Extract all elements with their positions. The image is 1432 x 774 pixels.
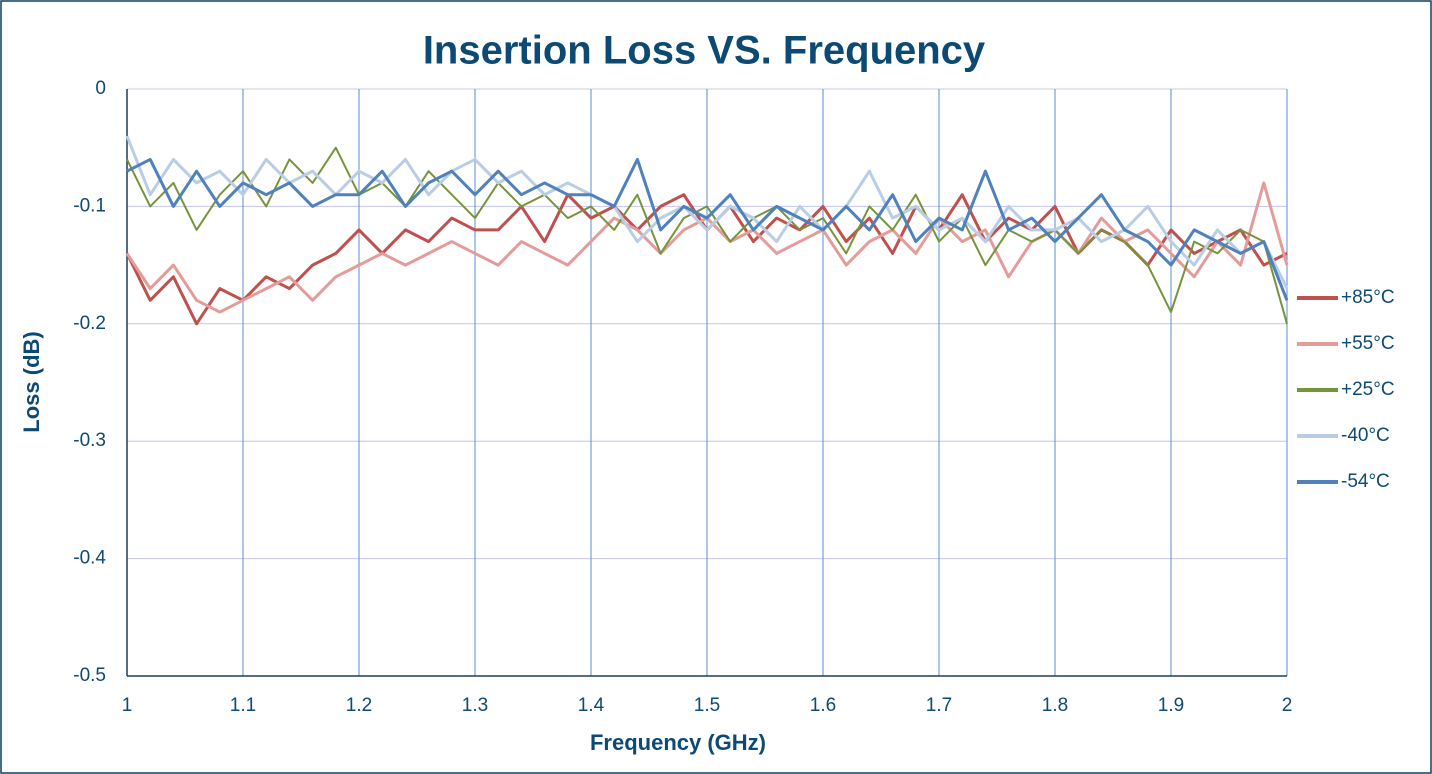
series-line bbox=[126, 157, 1289, 301]
x-tick-label: 1.8 bbox=[1042, 695, 1068, 716]
series-line bbox=[126, 146, 1288, 325]
x-tick-label: 1.2 bbox=[346, 695, 372, 716]
x-tick-label: 1.3 bbox=[462, 695, 488, 716]
y-tick-label: -0.3 bbox=[73, 430, 106, 451]
legend-label: +55°C bbox=[1341, 333, 1395, 354]
legend-label: +25°C bbox=[1341, 379, 1395, 400]
x-tick-label: 1.6 bbox=[810, 695, 836, 716]
legend-label: +85°C bbox=[1341, 287, 1395, 308]
x-tick-label: 2 bbox=[1282, 695, 1293, 716]
legend-label: -54°C bbox=[1341, 471, 1390, 492]
y-tick-label: 0 bbox=[95, 78, 106, 99]
legend-label: -40°C bbox=[1341, 425, 1390, 446]
y-tick-label: -0.2 bbox=[73, 313, 106, 334]
x-tick-label: 1.7 bbox=[926, 695, 952, 716]
x-tick-label: 1.1 bbox=[230, 695, 256, 716]
y-tick-label: -0.1 bbox=[73, 195, 106, 216]
chart-title: Insertion Loss VS. Frequency bbox=[423, 29, 986, 73]
series-line bbox=[125, 135, 1289, 290]
x-tick-label: 1.4 bbox=[578, 695, 605, 716]
x-tick-label: 1.9 bbox=[1158, 695, 1184, 716]
y-axis-label: Loss (dB) bbox=[19, 331, 44, 432]
x-tick-label: 1.5 bbox=[694, 695, 720, 716]
x-tick-label: 1 bbox=[122, 695, 133, 716]
x-axis-label: Frequency (GHz) bbox=[590, 730, 766, 755]
y-tick-label: -0.5 bbox=[73, 665, 106, 686]
y-tick-label: -0.4 bbox=[73, 548, 106, 569]
